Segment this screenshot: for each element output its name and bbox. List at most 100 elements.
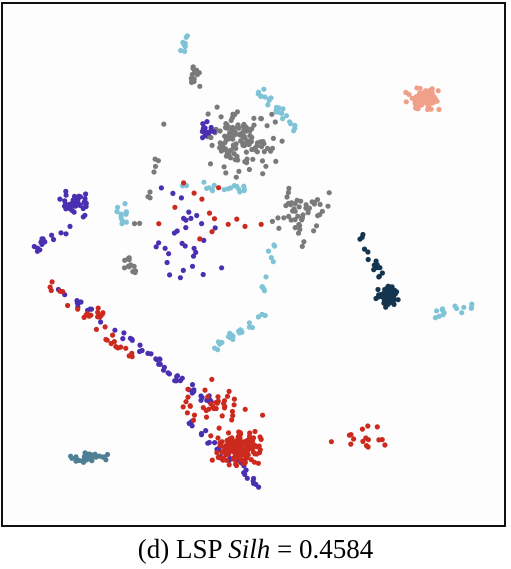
scatter-point-purple: [80, 214, 86, 220]
scatter-point-red: [225, 443, 231, 449]
scatter-point-purple: [242, 471, 248, 477]
scatter-point-light_blue: [268, 255, 274, 261]
scatter-point-gray: [161, 121, 167, 127]
scatter-point-red: [359, 426, 365, 432]
scatter-point-navy: [365, 249, 371, 255]
scatter-point-red: [187, 403, 193, 409]
scatter-point-gray: [284, 194, 290, 200]
scatter-point-light_blue: [261, 286, 267, 292]
scatter-point-red: [95, 314, 101, 320]
scatter-point-gray: [137, 220, 143, 226]
scatter-point-gray: [236, 168, 242, 174]
scatter-point-purple: [39, 241, 45, 247]
scatter-point-purple: [63, 188, 69, 194]
scatter-point-red: [242, 223, 248, 229]
scatter-point-gray: [209, 142, 215, 148]
scatter-point-navy: [373, 295, 379, 302]
scatter-point-red: [224, 448, 230, 455]
scatter-point-purple: [198, 430, 205, 437]
scatter-point-red: [185, 386, 191, 392]
scatter-point-gray: [231, 151, 237, 157]
scatter-point-red: [258, 221, 264, 227]
scatter-point-red: [214, 400, 220, 406]
scatter-point-red: [102, 324, 108, 330]
scatter-point-purple: [194, 212, 200, 219]
scatter-point-navy: [375, 286, 381, 293]
scatter-point-purple: [129, 337, 135, 343]
scatter-point-red: [181, 180, 187, 186]
scatter-point-purple: [177, 275, 183, 281]
scatter-point-gray: [233, 174, 239, 180]
scatter-point-red: [346, 432, 352, 438]
scatter-point-steel: [73, 454, 79, 460]
scatter-point-purple: [82, 196, 88, 202]
scatter-point-gray: [217, 128, 223, 134]
scatter-point-salmon: [403, 89, 409, 95]
scatter-point-gray: [292, 225, 298, 231]
scatter-point-purple: [156, 240, 162, 246]
scatter-point-light_blue: [241, 183, 247, 189]
scatter-point-light_blue: [115, 204, 121, 210]
scatter-point-purple: [139, 347, 145, 354]
scatter-point-red: [202, 387, 208, 393]
scatter-point-gray: [230, 124, 236, 131]
scatter-point-purple: [166, 371, 172, 377]
scatter-point-purple: [189, 263, 196, 269]
scatter-point-red: [229, 408, 235, 415]
scatter-point-purple: [49, 232, 55, 238]
scatter-point-gray: [145, 194, 151, 200]
scatter-point-light_blue: [261, 86, 267, 92]
scatter-plot: [3, 4, 504, 525]
figure-caption: (d) LSP Silh = 0.4584: [0, 532, 511, 566]
scatter-point-light_blue: [237, 189, 243, 195]
scatter-point-purple: [156, 361, 162, 367]
scatter-point-purple: [74, 200, 80, 206]
scatter-point-red: [226, 388, 232, 394]
scatter-point-light_blue: [283, 113, 290, 119]
scatter-point-gray: [258, 116, 264, 122]
scatter-point-purple: [170, 190, 176, 196]
scatter-point-navy: [379, 270, 385, 276]
scatter-point-red: [229, 417, 235, 423]
scatter-point-gray: [326, 190, 332, 196]
scatter-point-red: [247, 430, 253, 436]
scatter-point-purple: [212, 440, 218, 446]
scatter-point-red: [251, 459, 257, 465]
scatter-point-purple: [145, 350, 151, 356]
scatter-point-red: [126, 353, 132, 359]
scatter-point-purple: [67, 223, 73, 229]
scatter-point-red: [209, 229, 215, 235]
scatter-point-purple: [164, 259, 170, 266]
scatter-point-light_blue: [452, 303, 458, 309]
scatter-point-light_blue: [468, 304, 475, 310]
scatter-point-purple: [181, 215, 187, 221]
scatter-point-navy: [382, 286, 388, 293]
scatter-point-purple: [63, 206, 69, 212]
scatter-point-light_blue: [206, 185, 212, 191]
caption-method: LSP: [175, 534, 222, 564]
scatter-point-red: [172, 204, 178, 210]
scatter-point-light_blue: [272, 243, 278, 249]
scatter-point-red: [374, 424, 380, 430]
scatter-point-light_blue: [273, 108, 279, 114]
scatter-point-red: [328, 439, 334, 445]
scatter-point-red: [191, 412, 198, 418]
scatter-point-red: [215, 394, 221, 400]
scatter-point-light_blue: [255, 314, 261, 320]
scatter-point-light_blue: [279, 110, 285, 116]
scatter-point-purple: [211, 129, 217, 135]
scatter-point-gray: [305, 210, 311, 216]
scatter-point-light_blue: [183, 34, 189, 40]
caption-equals: =: [277, 534, 293, 564]
scatter-point-light_blue: [291, 128, 297, 134]
scatter-point-salmon: [418, 102, 425, 108]
scatter-point-purple: [244, 475, 250, 481]
scatter-point-gray: [276, 225, 282, 231]
scatter-point-light_blue: [432, 315, 439, 321]
scatter-point-red: [233, 460, 239, 466]
scatter-point-steel: [83, 457, 89, 463]
scatter-point-light_blue: [265, 102, 271, 108]
scatter-point-red: [219, 413, 225, 419]
scatter-point-navy: [381, 297, 388, 303]
scatter-point-navy: [382, 291, 388, 298]
